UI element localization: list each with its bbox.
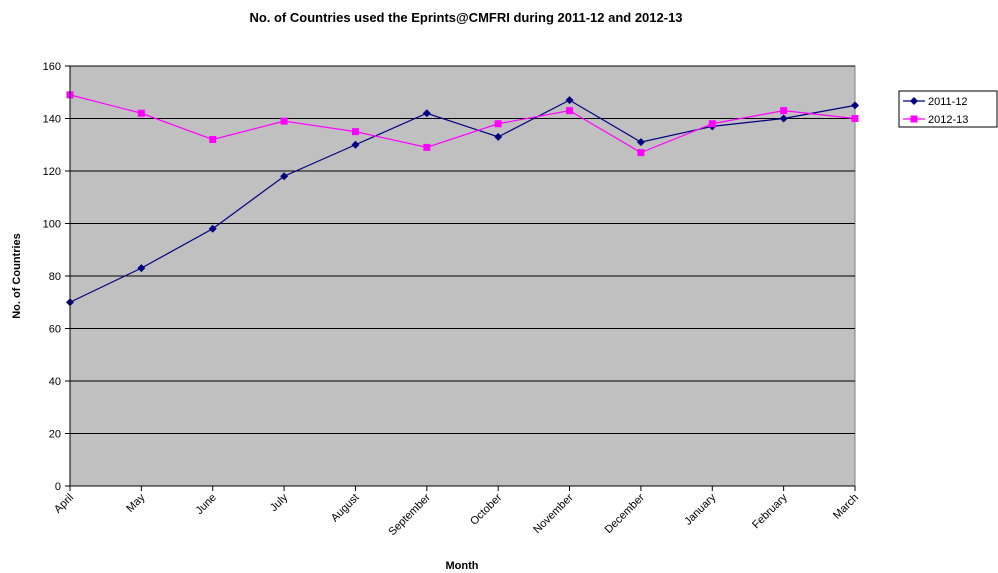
y-axis-title: No. of Countries [11, 233, 23, 319]
x-tick-label: December [603, 491, 648, 536]
data-point-series-1 [137, 264, 146, 273]
data-point-series-1 [779, 114, 788, 123]
plot-area [66, 65, 859, 487]
data-point-series-1 [422, 109, 431, 118]
data-point-series-2 [423, 143, 431, 151]
data-point-series-1 [208, 224, 217, 233]
data-point-series-2 [851, 115, 859, 122]
data-point-series-2 [351, 128, 359, 136]
x-axis-title: Month [446, 560, 479, 572]
y-tick-label: 60 [49, 324, 61, 336]
data-point-series-2 [494, 120, 502, 128]
x-tick-label: July [268, 491, 291, 514]
x-tick-label: November [531, 491, 576, 536]
data-point-series-2 [137, 109, 145, 117]
x-tick-label: March [831, 492, 861, 522]
x-tick-label: August [329, 492, 362, 525]
x-ticks: April May June July August September October No… [52, 486, 861, 538]
data-point-series-2 [780, 107, 788, 115]
series-line-2 [69, 94, 856, 154]
y-tick-label: 80 [49, 271, 61, 283]
x-tick-label: January [682, 491, 719, 528]
data-point-series-1 [494, 132, 503, 141]
x-tick-label: September [386, 491, 433, 538]
series-line-1 [69, 99, 856, 303]
data-point-series-1 [565, 96, 574, 105]
y-axis: 0 20 40 60 80 100 120 140 160 [43, 61, 71, 493]
legend-label-1: 2011-12 [928, 96, 968, 108]
data-point-series-1 [280, 172, 289, 181]
y-tick-label: 40 [49, 376, 61, 388]
data-point-series-1 [851, 101, 859, 110]
data-point-series-2 [280, 117, 288, 125]
y-tick-label: 140 [43, 114, 61, 126]
legend-label-2: 2012-13 [928, 114, 968, 126]
x-tick-label: October [468, 491, 504, 527]
legend-box [898, 90, 998, 128]
series-lines [69, 94, 856, 303]
legend: 2011-12 2012-13 [898, 90, 998, 128]
legend-swatch-marker-1 [910, 97, 918, 105]
chart-title: No. of Countries used the Eprints@CMFRI … [249, 10, 682, 25]
data-point-series-1 [636, 138, 645, 147]
y-tick-label: 100 [43, 219, 61, 231]
gridlines [70, 65, 855, 434]
data-point-series-2 [566, 107, 574, 115]
x-axis: April May June July August September October No… [52, 485, 861, 538]
y-tick-label: 20 [49, 429, 61, 441]
y-tick-label: 160 [43, 61, 61, 73]
y-ticks: 0 20 40 60 80 100 120 140 160 [43, 61, 70, 493]
data-point-series-2 [708, 120, 716, 128]
legend-swatch-marker-2 [910, 115, 918, 123]
x-tick-label: February [750, 491, 790, 531]
data-point-series-2 [637, 149, 645, 157]
y-tick-label: 0 [55, 481, 61, 493]
x-tick-label: April [52, 492, 76, 516]
x-tick-label: May [124, 491, 148, 515]
data-point-series-2 [209, 136, 217, 143]
y-tick-label: 120 [43, 166, 61, 178]
data-point-series-1 [351, 140, 360, 149]
legend-items: 2011-12 2012-13 [903, 96, 968, 126]
x-tick-label: June [193, 492, 218, 517]
series-markers [66, 91, 859, 307]
